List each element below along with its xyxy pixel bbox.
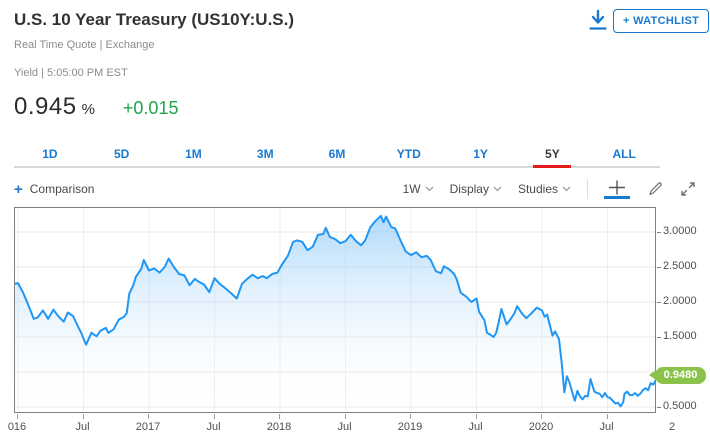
download-button[interactable] <box>585 8 611 34</box>
x-tick-mark <box>82 414 84 419</box>
chart-toolbar: + Comparison 1W Display Studies <box>14 178 696 200</box>
last-price-badge: 0.9480 <box>649 366 706 384</box>
crosshair-tool-button[interactable] <box>604 180 630 199</box>
toolbar-divider <box>587 179 588 199</box>
quote-time-label: Yield | 5:05:00 PM EST <box>14 67 128 79</box>
x-axis-label: Jul <box>75 421 90 433</box>
tab-1y[interactable]: 1Y <box>473 147 488 161</box>
studies-dropdown[interactable]: Studies <box>518 182 571 196</box>
last-price-value: 0.9480 <box>663 368 698 381</box>
chevron-down-icon <box>493 186 502 192</box>
x-tick-mark <box>17 414 18 419</box>
y-axis-label: 2.5000 <box>663 260 697 272</box>
price-change: +0.015 <box>122 98 179 118</box>
x-axis: 016 Jul 2017 Jul 2018 Jul 2019 Jul 2020 Jul 2 <box>0 421 676 437</box>
tab-5y[interactable]: 5Y <box>516 147 588 168</box>
x-tick-mark <box>541 414 542 419</box>
tab-1d[interactable]: 1D <box>42 147 58 161</box>
x-tick-mark <box>475 414 477 419</box>
x-tick-mark <box>148 414 149 419</box>
y-axis-label: 3.0000 <box>663 225 697 237</box>
display-dropdown[interactable]: Display <box>450 182 502 196</box>
interval-value: 1W <box>402 182 421 196</box>
pencil-icon <box>649 182 662 196</box>
tab-all[interactable]: ALL <box>612 147 636 161</box>
x-tick-mark <box>279 414 280 419</box>
active-tool-indicator <box>604 195 630 199</box>
tab-3m[interactable]: 3M <box>256 147 274 161</box>
quote-source-label: Real Time Quote | Exchange <box>14 39 155 51</box>
x-axis-label: Jul <box>337 421 352 433</box>
y-axis-label: 2.0000 <box>663 295 697 307</box>
price-area-chart <box>15 208 655 412</box>
crosshair-icon <box>609 180 625 194</box>
x-axis-label: 2020 <box>528 421 554 433</box>
x-axis-label: 2019 <box>397 421 423 433</box>
y-tick-mark <box>657 407 661 408</box>
y-axis-label: 0.5000 <box>663 400 697 412</box>
y-tick-mark <box>657 337 661 338</box>
interval-dropdown[interactable]: 1W <box>403 182 434 196</box>
expand-icon <box>681 182 695 196</box>
tab-6m[interactable]: 6M <box>328 147 346 161</box>
add-watchlist-button[interactable]: + WATCHLIST <box>613 9 710 33</box>
x-tick-mark <box>213 414 215 419</box>
range-tabs: 1D 5D 1M 3M 6M YTD 1Y 5Y ALL <box>14 147 660 168</box>
y-tick-mark <box>657 267 661 268</box>
tab-5d[interactable]: 5D <box>114 147 130 161</box>
chevron-down-icon <box>425 186 434 192</box>
download-icon <box>589 9 607 30</box>
quote-price-row: 0.945 % +0.015 <box>14 93 178 121</box>
tab-1m[interactable]: 1M <box>185 147 202 161</box>
x-axis-label: 2 <box>668 421 676 433</box>
page-title: U.S. 10 Year Treasury (US10Y:U.S.) <box>14 10 295 29</box>
plot-canvas[interactable] <box>14 207 656 413</box>
y-tick-mark <box>657 302 661 303</box>
x-tick-mark <box>410 414 411 419</box>
x-axis-label: Jul <box>599 421 614 433</box>
y-axis-label: 1.5000 <box>663 330 697 342</box>
y-tick-mark <box>657 232 661 233</box>
x-tick-mark <box>344 414 346 419</box>
price-value: 0.945 <box>14 93 77 120</box>
plus-icon: + <box>14 180 23 198</box>
x-axis-label: 016 <box>7 421 27 433</box>
x-axis-label: 2018 <box>266 421 292 433</box>
x-axis-label: Jul <box>206 421 221 433</box>
x-tick-mark <box>606 414 608 419</box>
x-axis-label: Jul <box>468 421 483 433</box>
chevron-down-icon <box>562 186 571 192</box>
comparison-label: Comparison <box>29 182 95 196</box>
tab-ytd[interactable]: YTD <box>396 147 421 161</box>
chart-area: 3.0000 2.5000 2.0000 1.5000 0.5000 016 Jul 201… <box>0 207 710 446</box>
x-axis-label: 2017 <box>135 421 161 433</box>
add-comparison-button[interactable]: + Comparison <box>14 182 94 197</box>
price-unit: % <box>81 101 95 118</box>
badge-pointer <box>649 370 656 381</box>
display-label: Display <box>449 182 489 196</box>
studies-label: Studies <box>517 182 558 196</box>
draw-tool-button[interactable] <box>646 180 664 198</box>
fullscreen-button[interactable] <box>680 181 696 197</box>
